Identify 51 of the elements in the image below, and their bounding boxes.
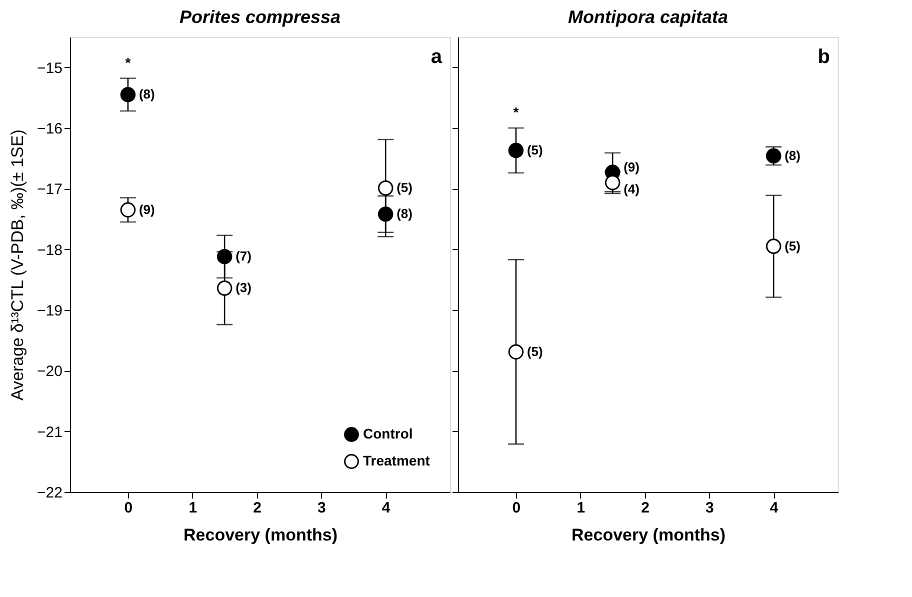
point <box>120 87 136 102</box>
x-tick-label: 1 <box>188 500 198 516</box>
y-tick-label: −21 <box>37 424 62 441</box>
annotation: (5) <box>784 238 800 254</box>
annotation: (4) <box>624 182 640 197</box>
legend-label: Treatment <box>363 452 430 468</box>
y-axis-title: Average δ¹³CTL (V-PDB, ‰)(± 1SE) <box>8 129 28 401</box>
point <box>508 142 524 158</box>
annotation: * <box>125 54 132 70</box>
point <box>378 206 394 222</box>
annotation: (9) <box>624 159 640 174</box>
point <box>604 174 620 190</box>
point <box>216 248 232 264</box>
chart-title: Montipora capitata <box>568 7 728 27</box>
y-tick-label: −19 <box>37 302 62 320</box>
x-tick-label: 2 <box>641 500 650 516</box>
annotation: * <box>513 104 520 120</box>
annotation: (5) <box>526 142 543 158</box>
y-tick-label: −16 <box>37 120 62 138</box>
annotation: (5) <box>396 180 412 196</box>
legend-label: Control <box>363 426 413 442</box>
x-tick-label: 3 <box>706 500 714 516</box>
point <box>508 344 524 360</box>
annotation: (8) <box>784 148 800 163</box>
x-tick-label: 0 <box>512 500 521 516</box>
y-tick-label: −15 <box>37 60 62 77</box>
x-tick-label: 3 <box>318 500 326 516</box>
point <box>766 238 782 254</box>
annotation: (8) <box>138 86 155 102</box>
y-tick-label: −22 <box>37 484 62 502</box>
x-tick-label: 0 <box>124 500 133 516</box>
x-tick-label: 1 <box>576 500 586 516</box>
annotation: b <box>818 46 830 68</box>
annotation: (8) <box>396 206 412 222</box>
y-tick-label: −17 <box>37 181 62 198</box>
annotation: (3) <box>236 280 252 296</box>
annotation: (7) <box>236 248 252 264</box>
x-axis-title: Recovery (months) <box>184 526 338 544</box>
x-tick-label: 2 <box>253 500 262 516</box>
x-tick-label: 4 <box>770 500 779 516</box>
y-tick-label: −20 <box>37 363 62 380</box>
x-tick-label: 4 <box>382 500 391 516</box>
annotation: (5) <box>526 344 543 359</box>
chart-title: Porites compressa <box>179 7 341 27</box>
annotation: a <box>430 46 443 68</box>
point <box>120 202 136 218</box>
y-tick-label: −18 <box>37 242 62 259</box>
x-axis-title: Recovery (months) <box>572 526 726 544</box>
point <box>216 280 232 296</box>
point <box>378 180 394 196</box>
annotation: (9) <box>138 202 155 217</box>
